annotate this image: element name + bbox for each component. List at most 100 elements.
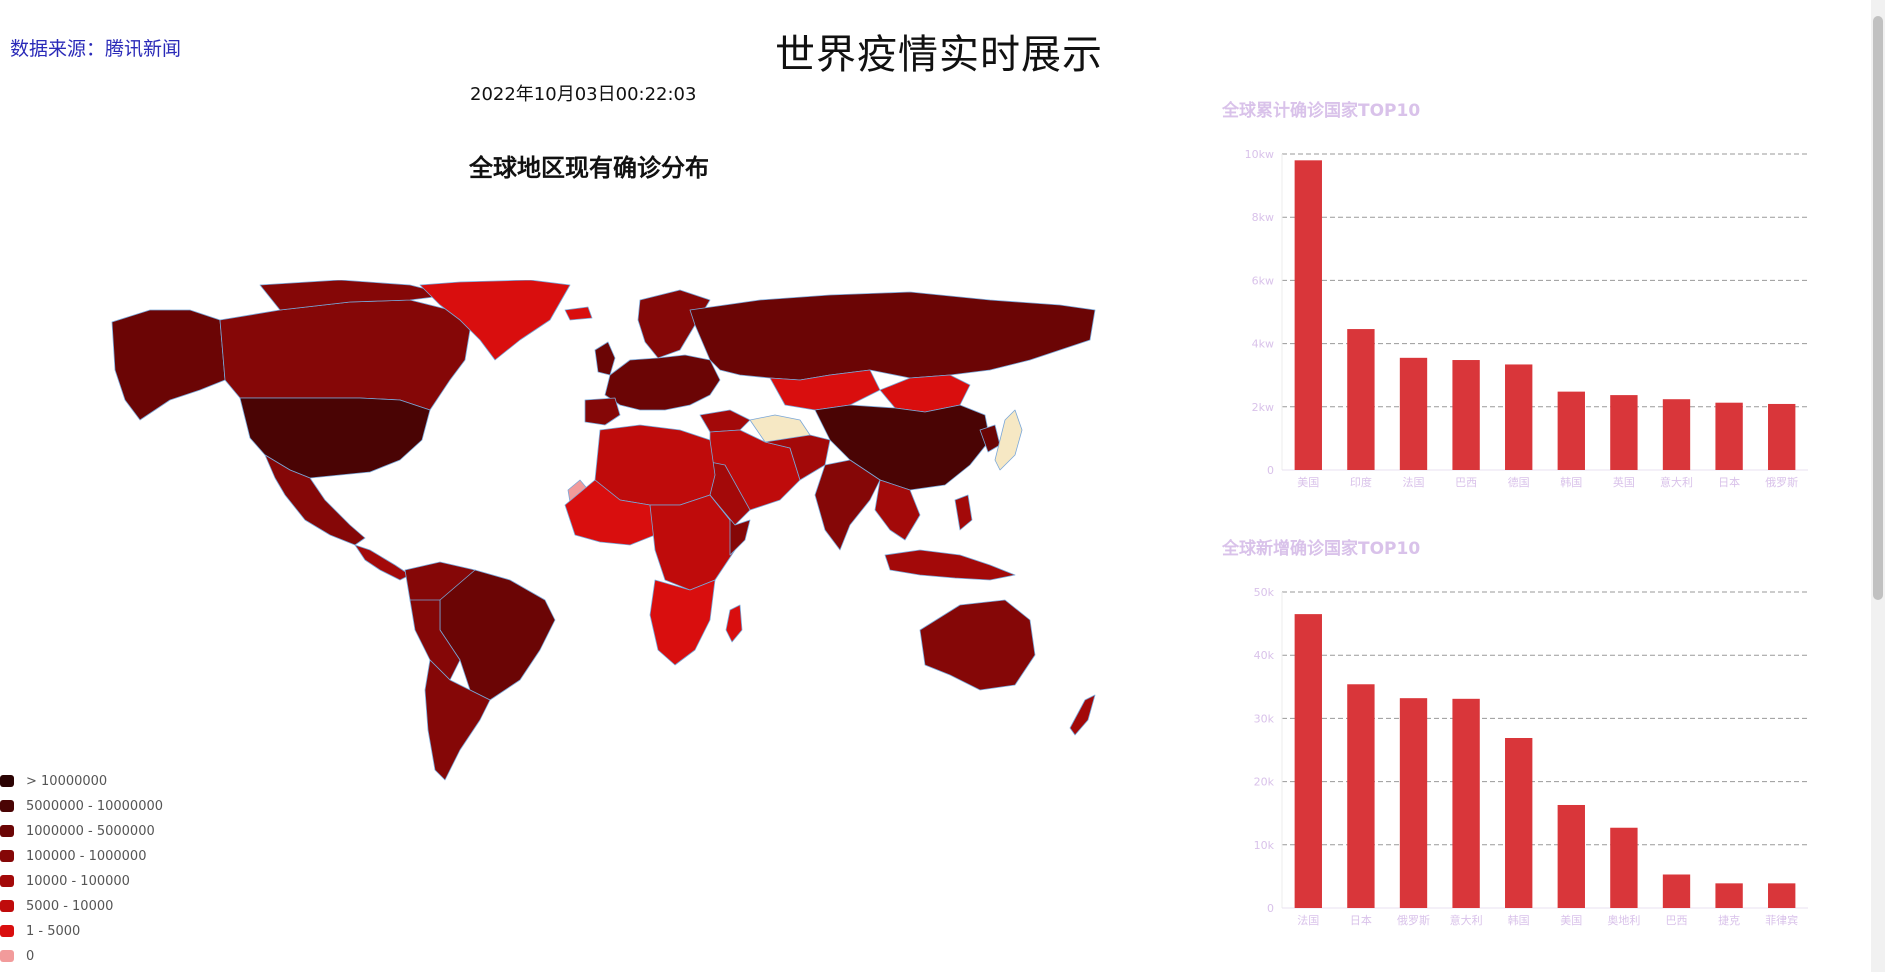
- map-region-central-america[interactable]: [354, 544, 411, 581]
- x-tick-label: 英国: [1613, 475, 1635, 489]
- y-tick-label: 40k: [1254, 649, 1275, 662]
- bar[interactable]: [1399, 698, 1428, 908]
- bar[interactable]: [1715, 402, 1743, 470]
- map-region-iceland[interactable]: [564, 306, 593, 321]
- bar[interactable]: [1452, 360, 1480, 470]
- bar[interactable]: [1347, 684, 1375, 908]
- x-tick-label: 美国: [1560, 914, 1582, 927]
- legend-label: 1000000 - 5000000: [26, 823, 155, 839]
- map-region-canada-islands[interactable]: [259, 280, 451, 311]
- map-region-peru-bolivia[interactable]: [409, 599, 461, 681]
- legend-item[interactable]: 1000000 - 5000000: [0, 822, 155, 840]
- bar[interactable]: [1294, 614, 1322, 908]
- bar[interactable]: [1294, 160, 1322, 470]
- map-region-australia[interactable]: [919, 599, 1036, 691]
- map-region-indonesia[interactable]: [884, 549, 1016, 581]
- legend-item[interactable]: 10000 - 100000: [0, 872, 130, 890]
- legend-swatch: [0, 825, 14, 837]
- x-tick-label: 日本: [1718, 475, 1740, 489]
- map-region-europe[interactable]: [604, 354, 721, 411]
- map-region-russia[interactable]: [689, 291, 1096, 381]
- legend-swatch: [0, 925, 14, 937]
- y-tick-label: 30k: [1254, 712, 1275, 725]
- x-tick-label: 奥地利: [1607, 913, 1640, 927]
- legend-swatch: [0, 850, 14, 862]
- bar[interactable]: [1610, 827, 1638, 908]
- x-tick-label: 菲律宾: [1765, 913, 1798, 927]
- map-region-alaska[interactable]: [111, 309, 226, 421]
- legend-label: 1 - 5000: [26, 923, 81, 939]
- page-title: 世界疫情实时展示: [775, 32, 1103, 78]
- legend-item[interactable]: 5000000 - 10000000: [0, 797, 163, 815]
- map-region-scandinavia[interactable]: [637, 289, 711, 359]
- bar[interactable]: [1505, 364, 1533, 470]
- bar[interactable]: [1399, 357, 1428, 470]
- legend-swatch: [0, 875, 14, 887]
- y-tick-label: 10kw: [1245, 148, 1274, 161]
- map-region-central-east-africa[interactable]: [649, 494, 736, 591]
- chart-title: 全球累计确诊国家TOP10: [1222, 101, 1421, 121]
- map-region-turkey-caucasus[interactable]: [699, 409, 751, 433]
- legend-swatch: [0, 800, 14, 812]
- x-tick-label: 俄罗斯: [1765, 476, 1798, 489]
- x-tick-label: 捷克: [1718, 913, 1740, 927]
- world-map[interactable]: [110, 280, 1100, 790]
- map-region-india[interactable]: [814, 459, 881, 551]
- bar[interactable]: [1557, 804, 1585, 908]
- new-cases-top10-svg: 0 10k 20k 30k 40k 50k 法国 日本 俄罗斯 意大利 韩国 美国 奥地利 巴西 捷克 菲律宾: [1254, 586, 1808, 927]
- bar[interactable]: [1610, 395, 1638, 470]
- y-tick-label: 6kw: [1252, 274, 1274, 287]
- bar[interactable]: [1452, 698, 1480, 908]
- map-region-horn-of-africa[interactable]: [709, 494, 751, 556]
- bar[interactable]: [1715, 883, 1743, 908]
- legend-label: 100000 - 1000000: [26, 848, 147, 864]
- y-tick-label: 4kw: [1252, 338, 1274, 351]
- x-tick-label: 日本: [1350, 913, 1372, 927]
- y-tick-label: 0: [1267, 464, 1274, 477]
- x-tick-label: 意大利: [1660, 475, 1693, 489]
- x-tick-label: 法国: [1403, 475, 1425, 489]
- update-datetime: 2022年10月03日00:22:03: [470, 84, 697, 105]
- legend-swatch: [0, 950, 14, 962]
- y-tick-label: 10k: [1254, 839, 1275, 852]
- bar[interactable]: [1662, 399, 1691, 470]
- legend-label: 0: [26, 948, 35, 964]
- bar[interactable]: [1768, 883, 1796, 908]
- map-region-argentina-chile[interactable]: [424, 659, 491, 781]
- map-region-north-africa[interactable]: [594, 424, 716, 506]
- map-region-japan[interactable]: [994, 409, 1023, 471]
- map-region-southeast-asia[interactable]: [874, 479, 921, 541]
- x-tick-label: 法国: [1297, 913, 1319, 927]
- bar[interactable]: [1347, 329, 1375, 470]
- legend-item[interactable]: > 10000000: [0, 772, 107, 790]
- bar[interactable]: [1768, 403, 1796, 470]
- map-region-usa[interactable]: [239, 397, 431, 479]
- legend-item[interactable]: 1 - 5000: [0, 922, 80, 940]
- map-region-new-zealand[interactable]: [1069, 694, 1096, 736]
- x-tick-label: 巴西: [1666, 914, 1688, 927]
- map-region-canada[interactable]: [219, 299, 471, 411]
- map-region-greenland[interactable]: [419, 280, 571, 361]
- map-region-uk[interactable]: [594, 341, 616, 376]
- bar[interactable]: [1557, 391, 1585, 470]
- legend-label: 5000000 - 10000000: [26, 798, 164, 814]
- bar[interactable]: [1505, 737, 1533, 908]
- data-source-label: 数据来源：腾讯新闻: [10, 38, 182, 60]
- legend-item[interactable]: 100000 - 1000000: [0, 847, 146, 865]
- legend-item[interactable]: 5000 - 10000: [0, 897, 113, 915]
- legend-item[interactable]: 0: [0, 947, 34, 965]
- map-region-southern-africa[interactable]: [649, 579, 716, 666]
- map-region-philippines[interactable]: [954, 494, 973, 531]
- map-region-iberia[interactable]: [584, 397, 621, 426]
- page-scrollbar[interactable]: [1871, 0, 1885, 972]
- bar[interactable]: [1662, 874, 1691, 908]
- y-tick-label: 2kw: [1252, 401, 1274, 414]
- x-tick-label: 意大利: [1450, 913, 1483, 927]
- scrollbar-thumb[interactable]: [1873, 16, 1883, 600]
- cumulative-top10-svg: 0 2kw 4kw 6kw 8kw 10kw 美国 印度 法国 巴西 德国 韩国 英国 意大利 日本 俄罗斯: [1245, 148, 1808, 489]
- map-region-brazil[interactable]: [439, 569, 556, 701]
- map-title: 全球地区现有确诊分布: [469, 154, 709, 182]
- map-region-madagascar[interactable]: [725, 604, 743, 643]
- x-tick-label: 德国: [1508, 475, 1530, 489]
- map-region-mexico[interactable]: [264, 454, 366, 546]
